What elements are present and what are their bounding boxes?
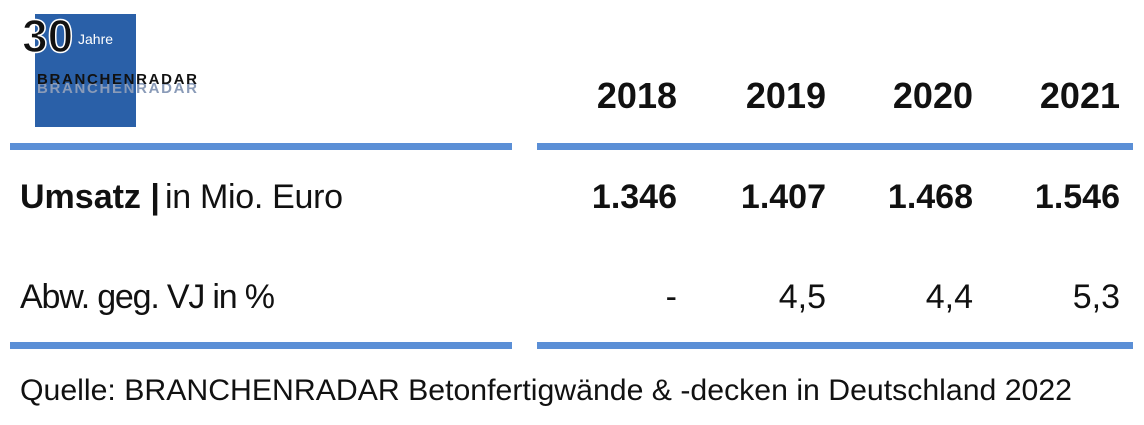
source-note: Quelle: BRANCHENRADAR Betonfertigwände &… xyxy=(20,374,1072,407)
row-label-bold: Umsatz | xyxy=(20,178,160,216)
logo-box xyxy=(35,14,136,127)
logo-suffix: Jahre xyxy=(78,31,113,47)
logo-brand: BRANCHENRADAR xyxy=(37,71,197,88)
cell: 4,5 xyxy=(779,278,826,316)
rule xyxy=(10,143,512,150)
row-label: in Mio. Euro xyxy=(165,178,343,216)
rule xyxy=(537,342,1133,349)
cell: 1.468 xyxy=(888,178,973,216)
cell: 5,3 xyxy=(1073,278,1120,316)
header-cell: 2018 xyxy=(597,75,677,116)
cell: 1.546 xyxy=(1035,178,1120,216)
cell: 1.346 xyxy=(592,178,677,216)
cell: 1.407 xyxy=(741,178,826,216)
rule xyxy=(10,342,512,349)
header-cell: 2021 xyxy=(1040,75,1120,116)
logo: 30 Jahre BRANCHENRADAR BRANCHENRADAR xyxy=(21,9,197,127)
header-cell: 2019 xyxy=(746,75,826,116)
logo-brand-shadow: BRANCHENRADAR xyxy=(37,80,197,97)
row-label: Abw. geg. VJ in % xyxy=(20,278,275,316)
cell: 4,4 xyxy=(926,278,973,316)
cell: - xyxy=(666,278,677,316)
rule xyxy=(537,143,1133,150)
header-cell: 2020 xyxy=(893,75,973,116)
logo-number: 30 xyxy=(22,10,73,62)
